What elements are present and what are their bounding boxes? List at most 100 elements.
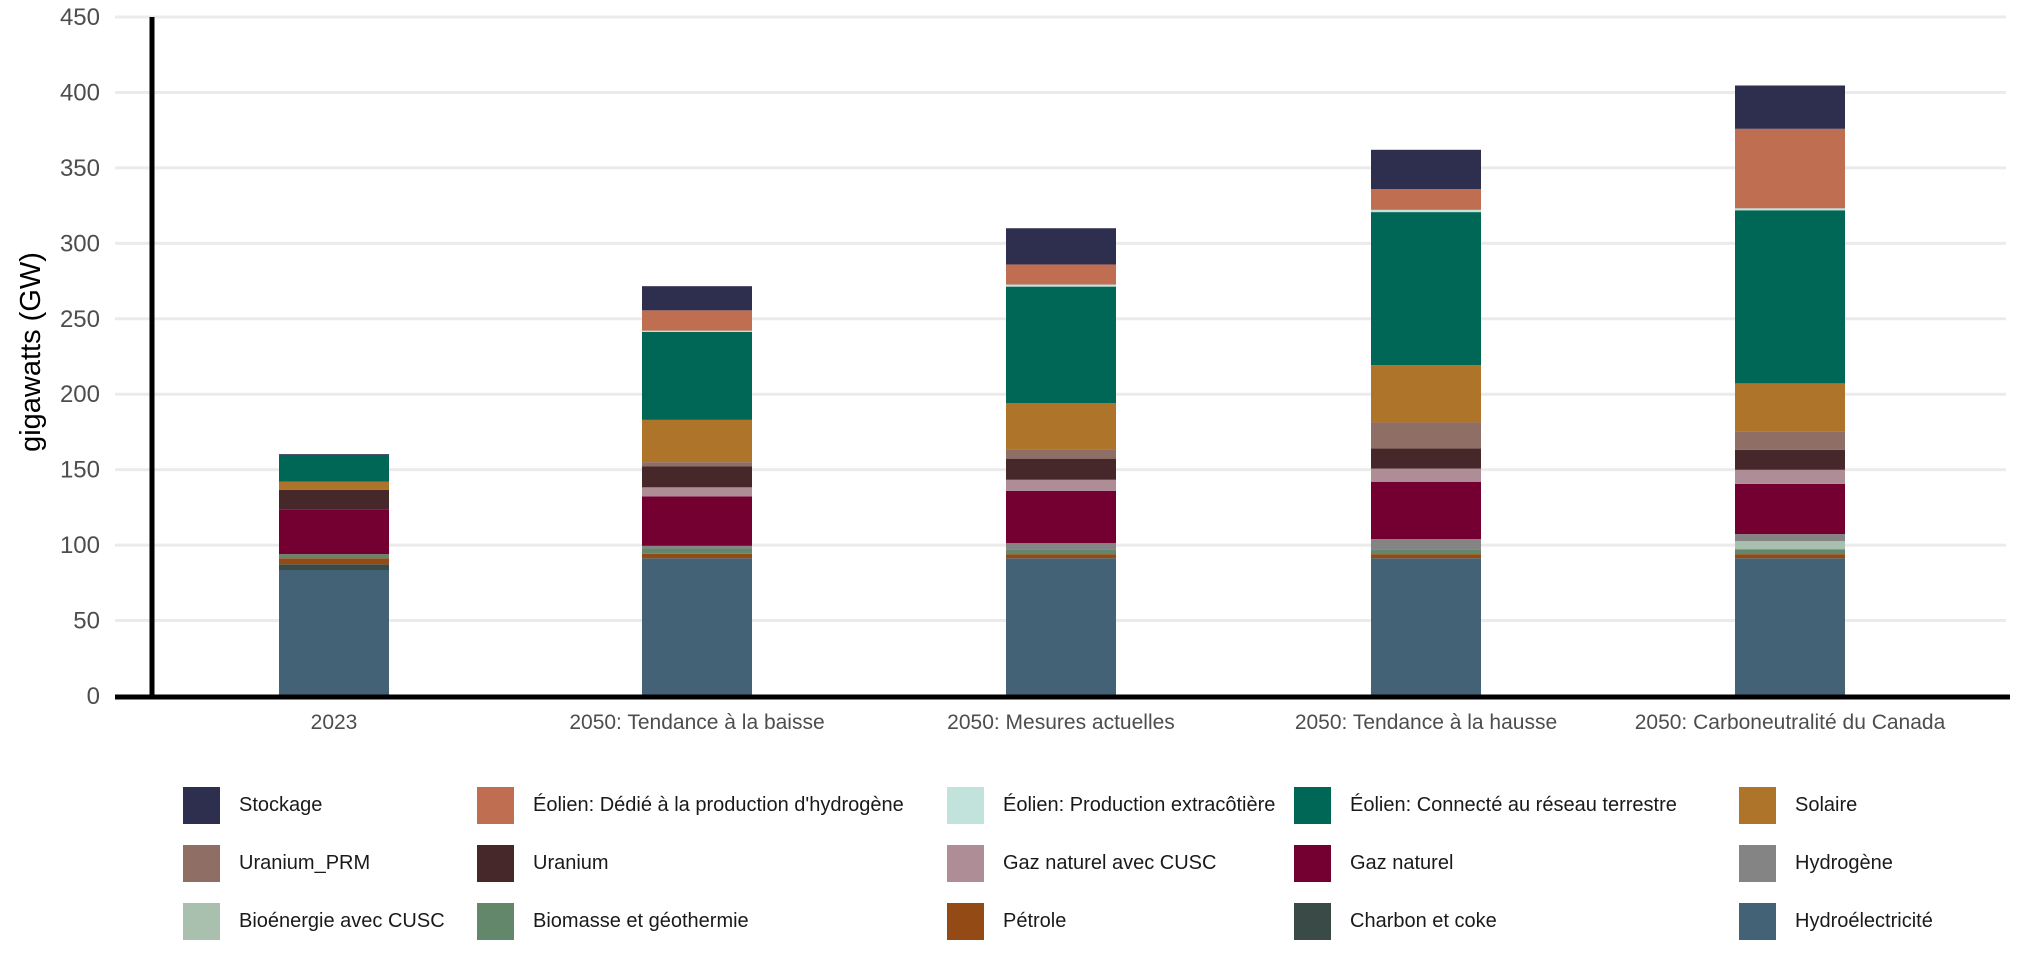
y-tick-label: 400: [60, 79, 100, 106]
bar-segment: [1006, 490, 1116, 544]
legend-swatch: [183, 786, 220, 824]
legend-swatch: [1294, 786, 1331, 824]
y-tick-label: 150: [60, 457, 100, 484]
bar-segment: [1371, 468, 1481, 482]
legend-item: Hydroélectricité: [1739, 902, 1933, 940]
legend-item: Pétrole: [947, 902, 1066, 940]
bar-segment: [1006, 284, 1116, 287]
bar-segment: [1371, 481, 1481, 540]
legend-swatch: [1739, 844, 1776, 882]
legend-swatch: [947, 786, 984, 824]
bar-segment: [1371, 558, 1481, 696]
y-tick-label: 450: [60, 4, 100, 31]
bar-segment: [1371, 554, 1481, 559]
y-tick-label: 350: [60, 155, 100, 182]
legend-label: Solaire: [1795, 793, 1858, 816]
bar-segment: [279, 509, 389, 555]
bar-segment: [642, 496, 752, 546]
bar-segment: [1735, 383, 1845, 432]
bar-segment: [1735, 483, 1845, 535]
bar-segment: [1735, 534, 1845, 542]
bar-segment: [642, 331, 752, 420]
y-tick-label: 0: [87, 683, 100, 710]
legend: Stockage Éolien: Dédié à la production d'…: [0, 780, 2025, 970]
bar-segment: [1735, 128, 1845, 209]
legend-swatch: [477, 902, 514, 940]
bar-segment: [1006, 264, 1116, 285]
x-tick-label: 2023: [311, 711, 358, 734]
bar-stack: [1006, 228, 1116, 696]
legend-swatch: [947, 902, 984, 940]
bar-segment: [642, 553, 752, 559]
bar-segment: [642, 419, 752, 463]
bar-segment: [642, 462, 752, 467]
y-tick-label: 200: [60, 381, 100, 408]
bar-segment: [1735, 541, 1845, 550]
legend-label: Gaz naturel: [1350, 851, 1454, 874]
legend-swatch: [1294, 902, 1331, 940]
bar-segment: [279, 454, 389, 455]
legend-item: Éolien: Dédié à la production d'hydrogèn…: [477, 786, 904, 824]
y-tick-label: 100: [60, 532, 100, 559]
legend-label: Uranium_PRM: [239, 851, 371, 874]
bar-segment: [279, 489, 389, 510]
bar-segment: [642, 548, 752, 554]
bar-segment: [642, 487, 752, 497]
bar-segment: [279, 558, 389, 565]
y-axis-ticks: 0 50 100 150 200 250 300 350 400 450: [60, 4, 100, 710]
x-axis-ticks: 2023 2050: Tendance à la baisse 2050: Mesu…: [311, 711, 1946, 734]
bar-segment: [1735, 85, 1845, 129]
legend-label: Stockage: [239, 793, 323, 816]
legend-label: Éolien: Connecté au réseau terrestre: [1350, 793, 1677, 816]
legend-label: Gaz naturel avec CUSC: [1003, 851, 1217, 874]
legend-label: Charbon et coke: [1350, 909, 1497, 932]
bar-segment: [1006, 449, 1116, 459]
legend-item: Solaire: [1739, 786, 1857, 824]
legend-item: Éolien: Connecté au réseau terrestre: [1294, 786, 1677, 824]
bar-stack: [1371, 149, 1481, 696]
legend-swatch: [1739, 786, 1776, 824]
bar-stack: [642, 286, 752, 696]
bar-segment: [642, 558, 752, 696]
bar-segment: [1735, 431, 1845, 450]
bar-segment: [1006, 479, 1116, 491]
bar-segment: [1735, 554, 1845, 559]
legend-swatch: [183, 844, 220, 882]
bar-segment: [642, 545, 752, 549]
legend-swatch: [1294, 844, 1331, 882]
legend-item: Hydrogène: [1739, 844, 1893, 882]
bar-segment: [1371, 149, 1481, 190]
legend-item: Gaz naturel: [1294, 844, 1453, 882]
bar-stack: [1735, 85, 1845, 696]
bar-segment: [1371, 209, 1481, 213]
legend-label: Éolien: Dédié à la production d'hydrogèn…: [533, 793, 904, 816]
bar-segment: [642, 330, 752, 332]
bar-segment: [1006, 228, 1116, 265]
bar-segment: [1371, 539, 1481, 550]
bar-segment: [1371, 212, 1481, 366]
legend-label: Hydroélectricité: [1795, 909, 1933, 932]
bar-segment: [1006, 543, 1116, 550]
y-axis-title: gigawatts (GW): [15, 252, 47, 452]
x-tick-label: 2050: Carboneutralité du Canada: [1635, 711, 1946, 734]
bar-segment: [279, 554, 389, 559]
bar-segment: [1371, 365, 1481, 423]
bar-segment: [1006, 403, 1116, 450]
bar-segment: [1735, 208, 1845, 211]
bar-segment: [279, 454, 389, 482]
bars: [279, 85, 1845, 696]
bar-segment: [1006, 549, 1116, 555]
bar-segment: [1735, 558, 1845, 696]
bar-segment: [642, 466, 752, 488]
bar-segment: [279, 564, 389, 571]
bar-segment: [1371, 189, 1481, 210]
legend-item: Charbon et coke: [1294, 902, 1497, 940]
legend-item: Bioénergie avec CUSC: [183, 902, 445, 940]
legend-item: Uranium: [477, 844, 609, 882]
stacked-bar-chart: 0 50 100 150 200 250 300 350 400 450 2023 2050: Te…: [15, 4, 2010, 734]
x-tick-label: 2050: Tendance à la hausse: [1295, 711, 1557, 734]
bar-segment: [1371, 422, 1481, 449]
bar-segment: [279, 481, 389, 490]
bar-stack: [279, 454, 389, 696]
legend-swatch: [1739, 902, 1776, 940]
